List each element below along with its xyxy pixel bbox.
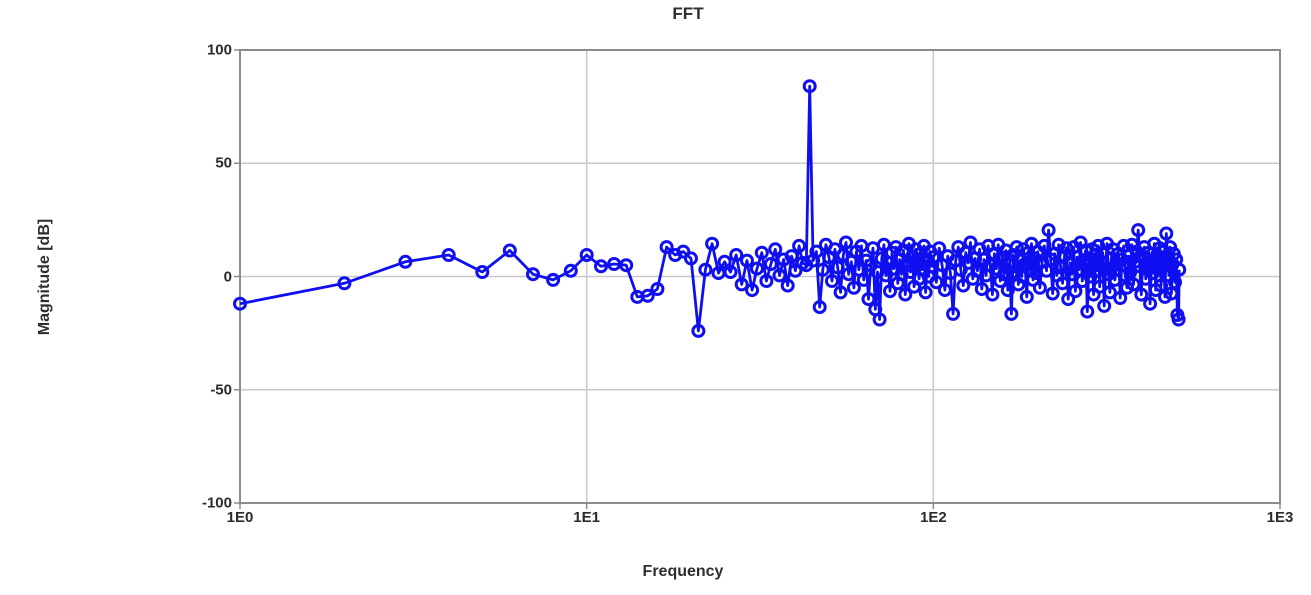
- x-tick-label: 1E2: [919, 509, 947, 526]
- x-tick-label: 1E3: [1266, 509, 1294, 526]
- plot-border: [239, 49, 1281, 504]
- gridlines: [240, 50, 1280, 503]
- x-axis-label: Frequency: [642, 563, 724, 580]
- y-tick-label: 50: [215, 154, 232, 172]
- y-tick-label: 100: [206, 41, 232, 59]
- chart-title: FFT: [672, 4, 704, 23]
- y-tick-label: 0: [223, 268, 232, 285]
- y-tick-label: -100: [201, 494, 232, 512]
- y-tick-label: -50: [210, 381, 232, 399]
- x-tick-label: 1E0: [226, 509, 254, 526]
- x-tick-label: 1E1: [573, 509, 601, 526]
- data-point-markers: [233, 79, 1187, 338]
